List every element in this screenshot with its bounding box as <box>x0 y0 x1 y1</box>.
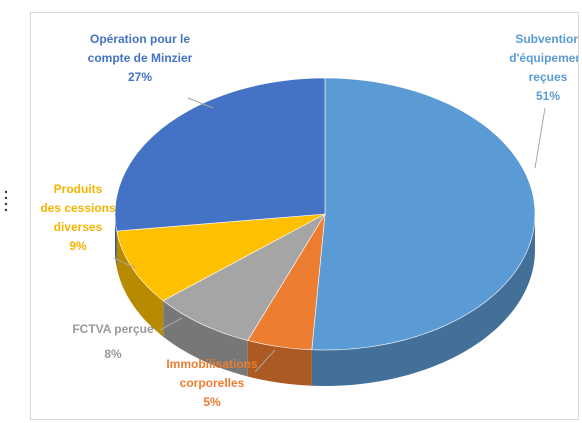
value-label: 8% <box>104 347 122 361</box>
value-label: 27% <box>128 70 152 84</box>
category-label: Opération pour le <box>90 32 190 46</box>
pie-slice <box>311 77 536 351</box>
category-label: d'équipement <box>509 51 582 65</box>
pie-slice <box>162 213 326 341</box>
leader-line <box>113 257 136 269</box>
leader-line <box>534 107 546 169</box>
category-label: des cessions <box>40 201 116 215</box>
category-label: Subvention <box>515 32 580 46</box>
pie-side <box>116 231 164 337</box>
value-label: 5% <box>203 395 221 409</box>
value-label: 51% <box>536 89 560 103</box>
leader-line <box>187 97 214 109</box>
pie-side <box>311 214 535 386</box>
category-label: reçues <box>529 70 568 84</box>
pie-slice <box>116 213 326 302</box>
ellipsis-handle <box>4 190 8 212</box>
pie-side <box>163 300 248 377</box>
leader-line <box>159 317 183 331</box>
pie-side <box>115 214 117 268</box>
category-label: diverses <box>54 220 103 234</box>
leader-line <box>254 349 276 373</box>
plot: Subvention d'équipement reçues 51% Immobilis… <box>40 32 582 409</box>
category-label: FCTVA perçue <box>72 322 154 336</box>
pie-side <box>247 340 312 386</box>
category-label: corporelles <box>180 376 245 390</box>
category-label: Immobilisations <box>166 357 258 371</box>
pie-slice <box>114 77 326 232</box>
pie-slice <box>247 213 326 351</box>
value-label: 9% <box>69 239 87 253</box>
category-label: compte de Minzier <box>88 51 193 65</box>
category-label: Produits <box>54 182 103 196</box>
